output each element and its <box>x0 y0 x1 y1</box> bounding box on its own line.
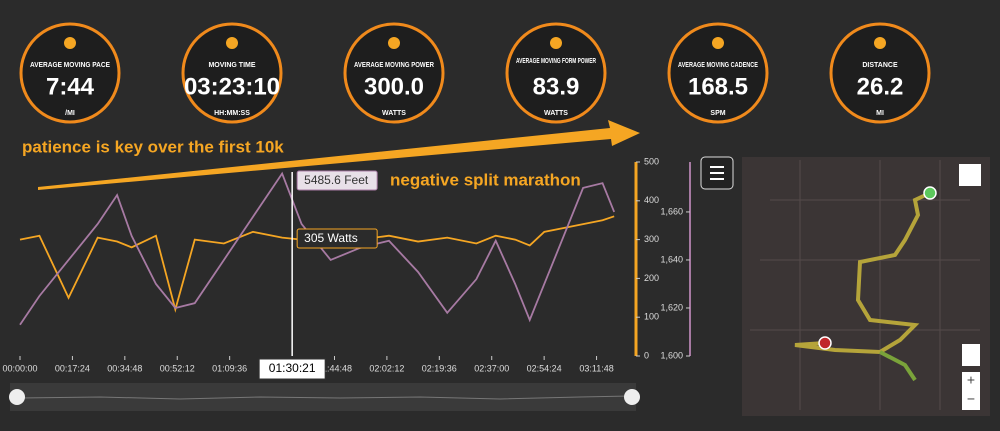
crosshair-label: 01:30:21 <box>269 361 316 375</box>
metric-icon <box>226 37 238 49</box>
metric-title: AVERAGE MOVING PACE <box>30 62 110 69</box>
metric-title: AVERAGE MOVING FORM POWER <box>516 58 596 65</box>
crosshair-label-box <box>258 358 326 380</box>
start-marker <box>923 186 937 200</box>
x-tick-label: 02:54:24 <box>527 363 562 373</box>
y-tick-label: 400 <box>644 195 659 205</box>
metric-value: 300.0 <box>364 73 424 100</box>
x-tick-label: 02:37:00 <box>474 363 509 373</box>
y2-tick-label: 1,620 <box>660 302 683 312</box>
tooltip: 5485.6 Feet <box>304 173 369 187</box>
x-tick-label: 01:44:48 <box>317 363 352 373</box>
metric-unit: WATTS <box>382 110 406 117</box>
metric-icon <box>64 37 76 49</box>
y-tick-label: 500 <box>644 156 659 166</box>
x-tick-label: 00:17:24 <box>55 363 90 373</box>
zoom-in[interactable]: + <box>967 372 975 388</box>
menu-icon <box>710 166 724 180</box>
annotation: negative split marathon <box>390 170 581 189</box>
x-tick-label: 03:11:48 <box>579 363 613 373</box>
route <box>879 350 917 382</box>
metric-ring <box>19 22 121 124</box>
metric-title: AVERAGE MOVING POWER <box>354 62 434 69</box>
metric-icon <box>550 37 562 49</box>
y2-tick-label: 1,600 <box>660 350 683 360</box>
fullscreen-button[interactable] <box>959 164 981 186</box>
metric-ring <box>667 22 769 124</box>
tooltip: 305 Watts <box>304 231 358 245</box>
x-tick-label: 00:00:00 <box>2 363 37 373</box>
x-tick-label: 02:19:36 <box>422 363 457 373</box>
metric-ring <box>343 22 445 124</box>
metric-value: 26.2 <box>857 73 904 100</box>
metric-title: DISTANCE <box>862 62 898 69</box>
metric-icon <box>712 37 724 49</box>
metric-unit: /MI <box>65 110 75 117</box>
metric-value: 03:23:10 <box>184 73 280 100</box>
metric-ring <box>181 22 283 124</box>
y-tick-label: 200 <box>644 273 659 283</box>
metric-ring <box>829 22 931 124</box>
metric-ring <box>505 22 607 124</box>
metric-unit: SPM <box>710 110 725 117</box>
y2-tick-label: 1,660 <box>660 206 683 216</box>
metric-icon <box>874 37 886 49</box>
metric-value: 83.9 <box>533 73 580 100</box>
navigator-handle[interactable] <box>624 389 640 405</box>
zoom-out[interactable]: − <box>967 391 975 407</box>
arrow <box>38 120 640 190</box>
annotation: patience is key over the first 10k <box>22 137 284 156</box>
metric-unit: WATTS <box>544 110 568 117</box>
metric-icon <box>388 37 400 49</box>
x-tick-label: 02:02:12 <box>369 363 404 373</box>
tooltip-box <box>296 170 378 191</box>
metric-unit: MI <box>876 110 884 117</box>
metric-value: 168.5 <box>688 73 748 100</box>
tooltip-box <box>296 228 378 249</box>
end-marker <box>818 336 832 350</box>
y2-tick-label: 1,640 <box>660 254 683 264</box>
pegman-button[interactable] <box>962 344 980 366</box>
route <box>794 191 931 355</box>
metric-title: AVERAGE MOVING CADENCE <box>678 62 758 69</box>
x-tick-label: 01:09:36 <box>212 363 247 373</box>
metric-value: 7:44 <box>46 73 95 100</box>
navigator-line <box>19 395 631 400</box>
y-tick-label: 300 <box>644 234 659 244</box>
x-tick-label: 00:52:12 <box>160 363 195 373</box>
map[interactable] <box>742 157 990 416</box>
y-tick-label: 100 <box>644 312 659 322</box>
y-tick-label: 0 <box>644 350 649 360</box>
zoom-control <box>962 372 980 410</box>
x-tick-label: 00:34:48 <box>107 363 142 373</box>
metric-unit: HH:MM:SS <box>214 110 250 117</box>
line-series <box>19 171 616 326</box>
navigator-handle[interactable] <box>9 389 25 405</box>
metric-title: MOVING TIME <box>208 62 255 69</box>
